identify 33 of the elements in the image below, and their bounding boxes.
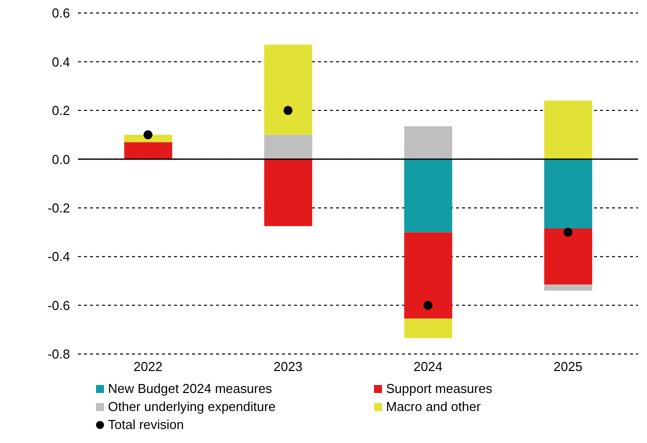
point	[423, 300, 433, 310]
bar	[264, 134, 312, 160]
y-tick-label: 0.0	[52, 152, 70, 167]
point	[143, 130, 153, 140]
legend-label: Macro and other	[386, 398, 481, 416]
y-tick-label: -0.8	[48, 346, 70, 362]
x-tick-label: 2024	[414, 359, 442, 374]
x-tick-label: 2025	[554, 359, 582, 374]
bar	[264, 44, 312, 135]
bar	[544, 100, 592, 160]
legend-label: Total revision	[108, 416, 184, 434]
y-tick-label: 0.6	[52, 6, 70, 21]
bar	[544, 159, 592, 229]
bar	[404, 159, 452, 232]
y-tick-label: -0.4	[48, 249, 70, 264]
y-tick-label: 0.2	[52, 103, 70, 118]
point	[563, 228, 573, 237]
y-tick-label: -0.6	[48, 298, 70, 313]
y-tick-label: -0.2	[48, 200, 70, 216]
bar	[264, 159, 312, 226]
y-tick-label: 0.4	[52, 54, 70, 70]
bar	[404, 232, 452, 319]
bar	[404, 318, 452, 338]
legend-label: Other underlying expenditure	[108, 398, 276, 416]
bar	[404, 126, 452, 160]
x-tick-label: 2022	[134, 359, 162, 374]
point	[283, 106, 293, 115]
legend-label: Support measures	[386, 380, 492, 398]
bar	[544, 284, 592, 291]
x-tick-label: 2023	[274, 359, 302, 374]
bar	[544, 228, 592, 285]
bar	[124, 142, 172, 160]
legend-label: New Budget 2024 measures	[108, 380, 272, 398]
